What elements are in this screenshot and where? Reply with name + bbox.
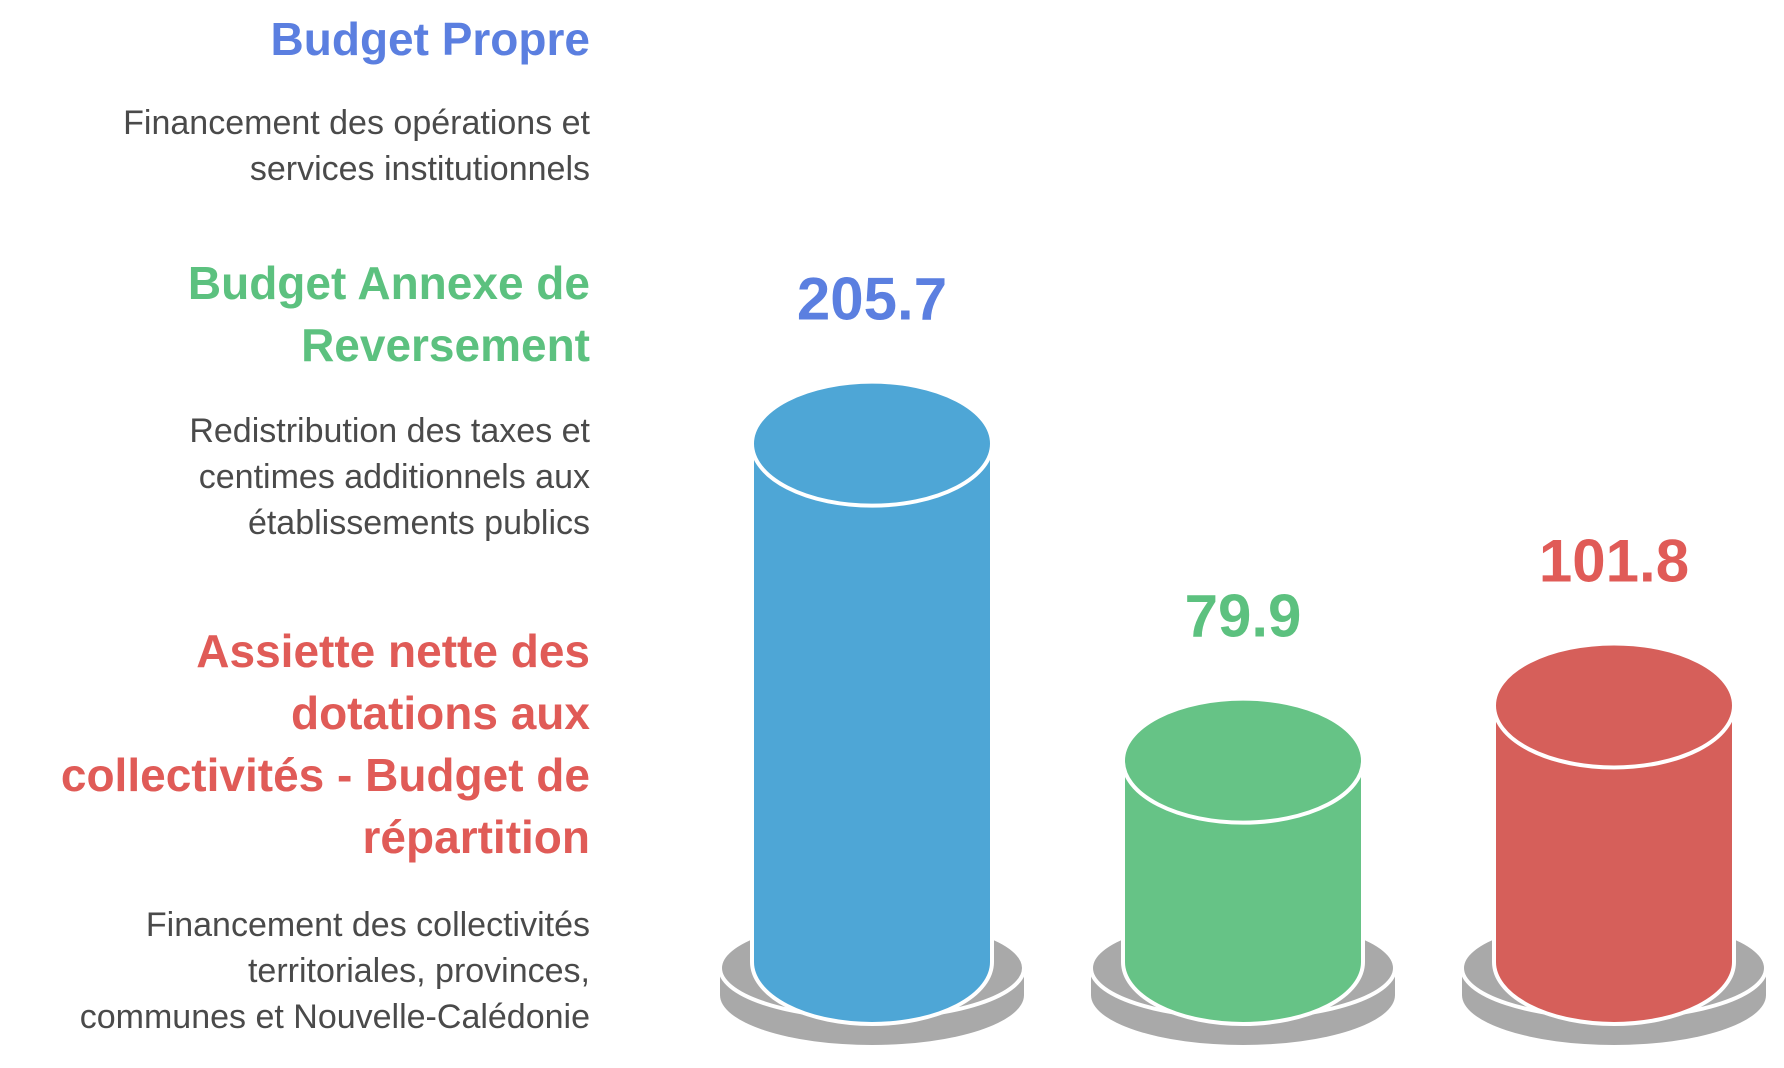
legend-title-line: répartition: [362, 811, 590, 863]
legend-description-line: communes et Nouvelle-Calédonie: [79, 998, 590, 1036]
legend-title-line: Assiette nette des: [196, 625, 590, 677]
bar-value-label: 205.7: [797, 266, 947, 333]
bar-value-label: 79.9: [1185, 583, 1302, 650]
legend-description-line: Financement des opérations et: [123, 104, 590, 142]
legend-item-budget-propre: Budget Propre Financement des opérations…: [0, 8, 590, 192]
legend-title-line: dotations aux: [290, 687, 590, 739]
legend-item-assiette-nette: Assiette nette des dotations aux collect…: [0, 620, 590, 1040]
legend-description-line: Financement des collectivités: [145, 906, 590, 944]
legend-description-line: établissements publics: [247, 504, 590, 542]
legend-description-line: Redistribution des taxes et: [189, 412, 590, 450]
legend-description: Redistribution des taxes et centimes add…: [0, 408, 590, 546]
legend-title: Budget Propre: [270, 13, 590, 65]
bar-cylinder-top: [750, 379, 994, 508]
legend-description-line: territoriales, provinces,: [247, 952, 590, 990]
bar-cylinder-top: [1121, 696, 1365, 825]
legend-item-budget-annexe: Budget Annexe de Reversement Redistribut…: [0, 252, 590, 546]
legend-description: Financement des collectivités territoria…: [0, 902, 590, 1040]
bar-cylinder-top: [1492, 641, 1736, 770]
legend-description-line: services institutionnels: [249, 150, 590, 188]
legend-title-line: Reversement: [301, 319, 590, 371]
legend-description: Financement des opérations et services i…: [0, 100, 590, 192]
bar-value-label: 101.8: [1539, 527, 1689, 594]
legend-description-line: centimes additionnels aux: [198, 458, 590, 496]
bar-cylinder-body: [750, 441, 994, 1026]
legend-title: Budget Annexe de Reversement: [0, 252, 590, 376]
bar-cylinder-body: [1492, 703, 1736, 1026]
legend-title: Assiette nette des dotations aux collect…: [0, 620, 590, 868]
bar-cylinder-body: [1121, 758, 1365, 1026]
legend-title-line: Budget Annexe de: [187, 257, 590, 309]
legend-title-line: collectivités - Budget de: [60, 749, 590, 801]
